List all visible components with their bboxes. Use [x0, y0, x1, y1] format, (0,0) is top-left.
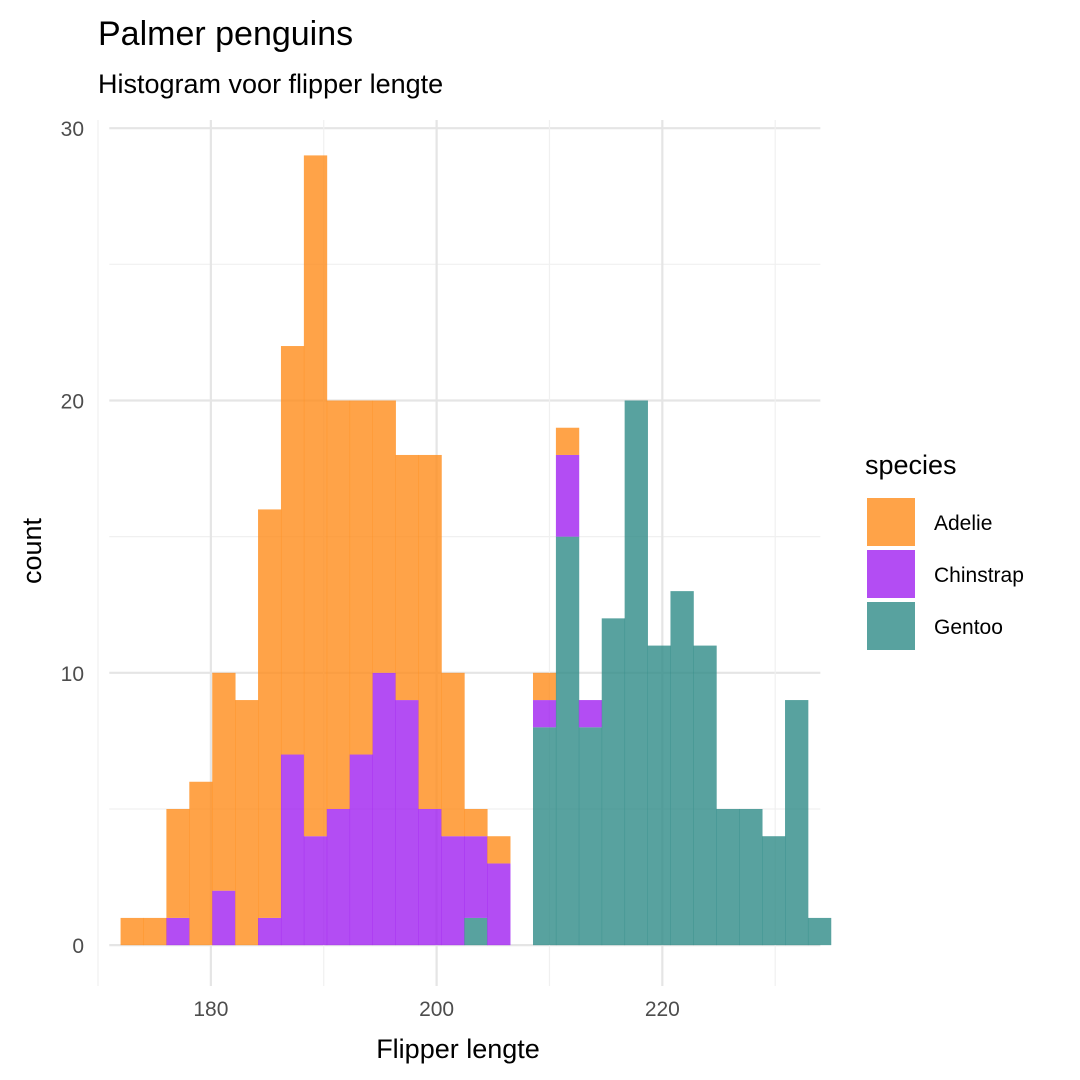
bar-chinstrap [487, 863, 511, 946]
bar-adelie [326, 400, 351, 809]
bar-adelie [212, 672, 236, 891]
bar-adelie [166, 808, 190, 918]
bar-gentoo [716, 808, 740, 946]
bar-chinstrap [166, 917, 190, 946]
bar-chinstrap [372, 672, 396, 946]
y-tick-label: 30 [61, 118, 84, 141]
legend-label-gentoo: Gentoo [934, 616, 1003, 639]
bar-gentoo [807, 917, 832, 946]
bar-adelie [487, 836, 511, 864]
x-axis-title: Flipper lengte [376, 1034, 540, 1064]
bar-chinstrap [280, 754, 305, 946]
bar-chinstrap [578, 700, 603, 728]
bar-chinstrap [212, 890, 236, 946]
x-tick-label: 200 [419, 998, 454, 1021]
bar-chinstrap [258, 917, 282, 946]
bar-adelie [532, 672, 557, 701]
y-tick-label: 20 [61, 390, 84, 413]
legend: species Adelie Chinstrap Gentoo [865, 450, 1024, 650]
legend-label-adelie: Adelie [934, 512, 992, 535]
bar-gentoo [555, 536, 580, 946]
legend-swatch-gentoo [867, 602, 915, 650]
bar-adelie [235, 700, 259, 946]
bar-gentoo [624, 400, 648, 946]
bar-gentoo [532, 727, 557, 946]
bar-gentoo [739, 808, 763, 946]
bar-gentoo [578, 727, 603, 946]
bar-chinstrap [532, 700, 557, 728]
bar-adelie [143, 917, 167, 946]
bar-adelie [418, 454, 442, 809]
bar-adelie [395, 454, 419, 701]
bar-gentoo [670, 591, 694, 946]
y-tick-label: 10 [61, 663, 84, 686]
bar-adelie [189, 781, 213, 946]
bar-gentoo [785, 700, 809, 946]
y-axis-title: count [17, 517, 47, 584]
chart-subtitle: Histogram voor flipper lengte [98, 69, 443, 99]
bar-chinstrap [464, 836, 488, 918]
bar-adelie [280, 346, 305, 755]
bar-chinstrap [441, 836, 465, 946]
bar-adelie [120, 917, 144, 946]
bar-adelie [258, 509, 282, 918]
bar-adelie [464, 808, 488, 837]
x-tick-label: 220 [645, 998, 680, 1021]
bar-chinstrap [326, 808, 351, 946]
bar-chinstrap [303, 836, 328, 946]
legend-label-chinstrap: Chinstrap [934, 564, 1024, 587]
bar-adelie [555, 427, 580, 455]
bar-gentoo [647, 645, 671, 946]
legend-swatch-chinstrap [867, 550, 915, 598]
bar-chinstrap [418, 808, 442, 946]
bars [120, 155, 832, 946]
legend-swatch-adelie [867, 498, 915, 546]
bar-gentoo [693, 645, 717, 946]
legend-title: species [865, 450, 957, 480]
bar-gentoo [762, 836, 786, 946]
chart-title: Palmer penguins [98, 15, 353, 53]
bar-adelie [349, 400, 374, 755]
bar-adelie [372, 400, 396, 673]
bar-adelie [441, 672, 465, 837]
bar-chinstrap [555, 454, 580, 537]
y-tick-label: 0 [72, 935, 84, 958]
x-tick-label: 180 [193, 998, 228, 1021]
bar-chinstrap [395, 700, 419, 946]
bar-gentoo [464, 917, 488, 946]
bar-adelie [303, 155, 328, 837]
bar-gentoo [601, 618, 626, 946]
x-axis-ticks: 180 200 220 [193, 998, 680, 1021]
bar-chinstrap [349, 754, 374, 946]
y-axis-ticks: 0 10 20 30 [61, 118, 84, 958]
